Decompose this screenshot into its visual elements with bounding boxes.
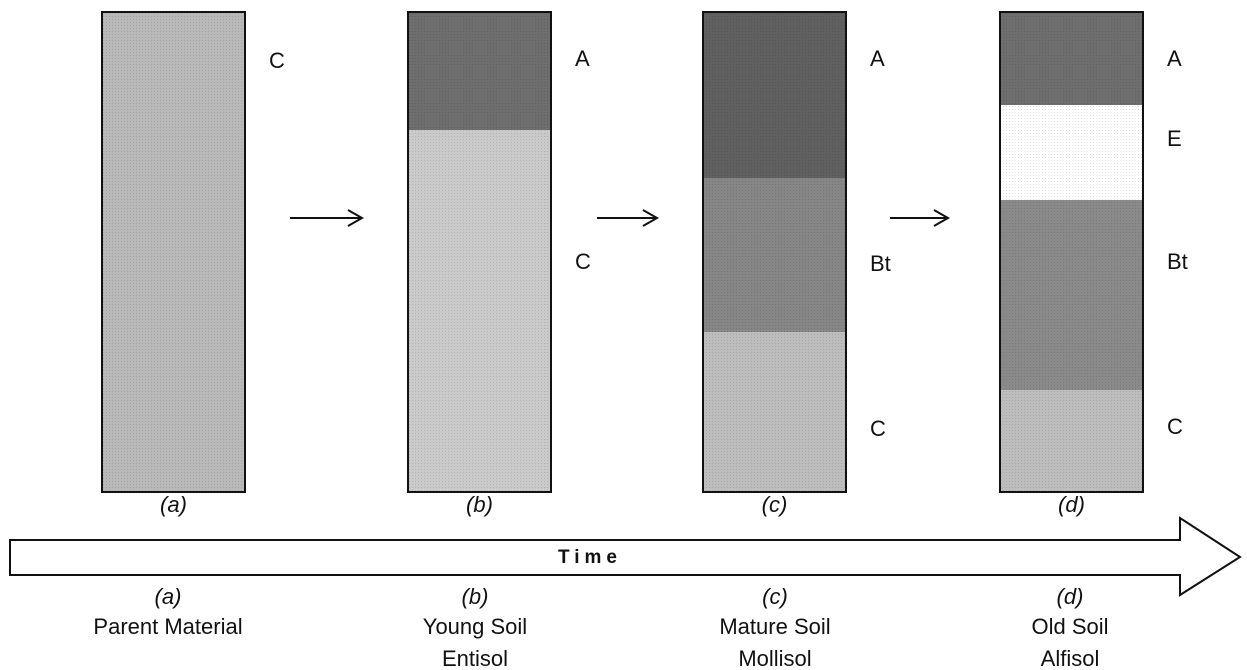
column-letter: (a)	[160, 492, 187, 517]
texture	[1000, 200, 1143, 390]
column-letter: (c)	[762, 492, 788, 517]
caption-line: Young Soil	[423, 614, 527, 639]
step-arrows	[290, 209, 951, 227]
horizon-label: A	[870, 46, 885, 71]
time-label: Time	[558, 547, 622, 568]
caption-line: Mollisol	[738, 646, 811, 670]
column-letter: (d)	[1058, 492, 1085, 517]
horizon-label: Bt	[870, 251, 891, 276]
texture	[703, 12, 846, 178]
horizon-label: C	[575, 249, 591, 274]
caption-line: Old Soil	[1031, 614, 1108, 639]
horizon-label: A	[575, 46, 590, 71]
texture	[1000, 390, 1143, 492]
texture	[408, 130, 551, 492]
caption-letter: (b)	[462, 584, 489, 609]
soil-column	[999, 11, 1144, 493]
soil-column	[407, 11, 552, 493]
texture	[102, 12, 245, 492]
texture	[703, 178, 846, 332]
caption-letter: (a)	[155, 584, 182, 609]
caption-line: Mature Soil	[719, 614, 830, 639]
horizon-label: C	[870, 416, 886, 441]
caption-line: Parent Material	[93, 614, 242, 639]
texture	[1000, 105, 1143, 200]
texture	[408, 12, 551, 130]
horizon-label: C	[269, 48, 285, 73]
horizon-label: C	[1167, 414, 1183, 439]
horizon-label: Bt	[1167, 249, 1188, 274]
texture	[1000, 12, 1143, 105]
horizon-label: E	[1167, 126, 1182, 151]
caption-line: Entisol	[442, 646, 508, 670]
column-letter: (b)	[466, 492, 493, 517]
horizon-label: A	[1167, 46, 1182, 71]
caption-letter: (c)	[762, 584, 788, 609]
caption-line: Alfisol	[1041, 646, 1100, 670]
caption-letter: (d)	[1057, 584, 1084, 609]
texture	[703, 332, 846, 492]
soil-column	[101, 11, 246, 493]
time-arrow	[9, 516, 1242, 597]
soil-column	[702, 11, 847, 493]
